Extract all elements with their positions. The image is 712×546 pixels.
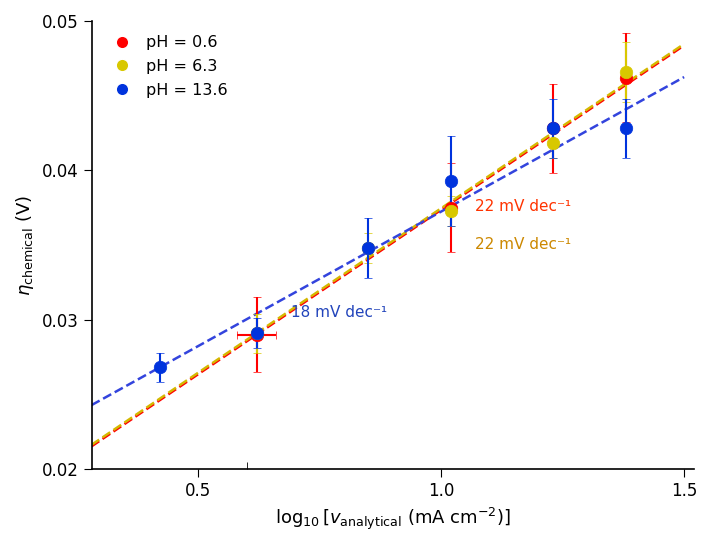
Text: 22 mV dec⁻¹: 22 mV dec⁻¹: [475, 199, 571, 213]
Text: 22 mV dec⁻¹: 22 mV dec⁻¹: [475, 238, 571, 252]
Legend: pH = 0.6, pH = 6.3, pH = 13.6: pH = 0.6, pH = 6.3, pH = 13.6: [100, 29, 234, 104]
Y-axis label: $\eta_\mathrm{chemical}\ \mathrm{(V)}$: $\eta_\mathrm{chemical}\ \mathrm{(V)}$: [14, 194, 36, 295]
X-axis label: $\log_{10}[v_\mathrm{analytical}\ (\mathrm{mA\ cm^{-2}})]$: $\log_{10}[v_\mathrm{analytical}\ (\math…: [275, 506, 511, 532]
Text: 18 mV dec⁻¹: 18 mV dec⁻¹: [290, 305, 387, 319]
